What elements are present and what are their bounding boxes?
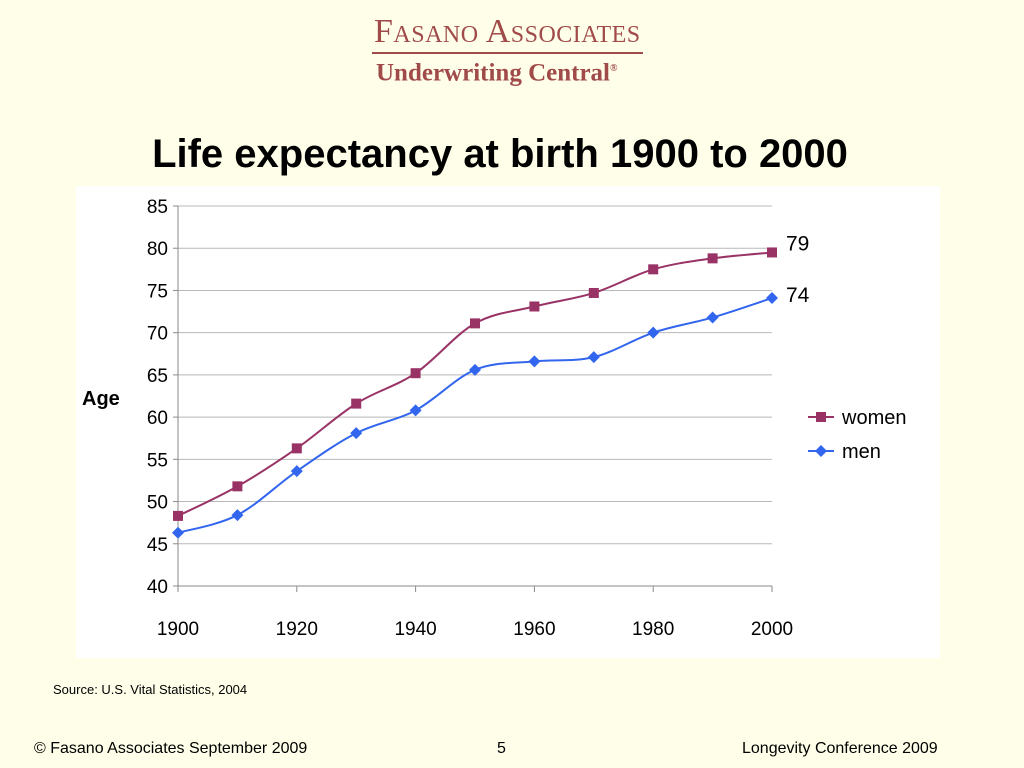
data-point-men	[350, 427, 363, 440]
data-point-women	[291, 443, 302, 454]
end-label-women: 79	[786, 232, 809, 255]
series-line-women	[177, 251, 773, 517]
legend-marker-men	[815, 445, 827, 457]
data-point-men	[409, 404, 422, 417]
logo: Fasano Associates Underwriting Central®	[372, 14, 662, 88]
data-point-women	[648, 264, 659, 275]
y-tick-label: 85	[147, 197, 168, 218]
y-axis-label: Age	[82, 388, 120, 410]
data-point-men	[647, 326, 660, 339]
data-point-women	[232, 481, 243, 492]
data-point-women	[351, 398, 362, 409]
x-tick-label: 1900	[157, 619, 199, 640]
series-line-men	[177, 297, 773, 534]
data-point-women	[588, 287, 599, 298]
chart-panel: 40 45 50 55 60 65 70 75 80 85 1900 1920 1940 1960 1980…	[76, 186, 940, 658]
data-point-women	[173, 510, 183, 521]
x-tick-label: 1920	[276, 619, 318, 640]
legend: women men	[808, 407, 906, 463]
data-point-men	[231, 509, 244, 522]
data-point-men	[766, 292, 778, 305]
slide-title: Life expectancy at birth 1900 to 2000	[152, 132, 848, 176]
y-tick-label: 65	[147, 366, 168, 387]
footer-copyright: © Fasano Associates September 2009	[34, 740, 308, 757]
x-tick-label: 1960	[513, 619, 555, 640]
legend-label-men: men	[842, 441, 881, 463]
data-point-men	[587, 351, 600, 364]
data-point-men	[469, 363, 481, 376]
page-number: 5	[497, 740, 506, 757]
y-tick-label: 45	[147, 535, 168, 556]
logo-tagline: Underwriting Central®	[376, 59, 618, 87]
data-point-men	[528, 355, 541, 368]
registered-mark: ®	[610, 63, 618, 74]
tick-labels: 40 45 50 55 60 65 70 75 80 85 1900 1920 1940 1960 1980…	[147, 197, 793, 640]
data-point-women	[410, 368, 421, 379]
x-tick-label: 1940	[394, 619, 436, 640]
y-tick-label: 70	[147, 324, 168, 345]
data-point-men	[290, 465, 303, 478]
axes	[173, 205, 773, 592]
life-expectancy-chart: 40 45 50 55 60 65 70 75 80 85 1900 1920 1940 1960 1980…	[82, 197, 906, 640]
end-label-men: 74	[786, 284, 810, 307]
data-point-women	[767, 247, 777, 258]
legend-marker-women	[816, 412, 826, 422]
x-tick-label: 1980	[632, 619, 674, 640]
source-note: Source: U.S. Vital Statistics, 2004	[53, 682, 248, 697]
y-tick-label: 75	[147, 281, 168, 302]
footer-event: Longevity Conference 2009	[742, 740, 938, 757]
y-tick-label: 60	[147, 408, 168, 429]
y-tick-label: 40	[147, 577, 168, 598]
data-point-men	[706, 311, 719, 324]
logo-company-name: Fasano Associates	[372, 14, 643, 54]
y-tick-label: 50	[147, 493, 168, 514]
x-tick-label: 2000	[751, 619, 793, 640]
series-group: 79 74	[172, 232, 810, 539]
data-point-men	[172, 526, 184, 539]
data-point-women	[707, 253, 718, 264]
legend-label-women: women	[841, 407, 906, 429]
data-point-women	[529, 301, 540, 312]
y-tick-label: 55	[147, 450, 168, 471]
y-tick-label: 80	[147, 239, 168, 260]
data-point-women	[470, 318, 480, 329]
